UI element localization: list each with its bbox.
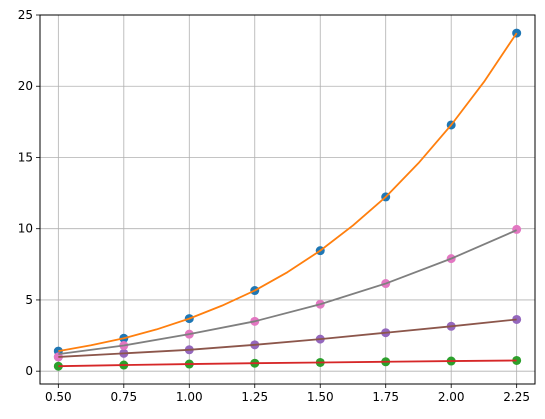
y-tick-label: 15 — [18, 150, 33, 164]
series-line — [58, 32, 518, 352]
plot-frame — [39, 14, 536, 385]
x-axis: 0.50 0.75 1.00 1.25 1.50 1.75 2.00 2.25 — [45, 384, 530, 404]
x-tick-label: 2.00 — [438, 390, 465, 404]
series-line — [58, 359, 517, 368]
x-tick-label: 2.25 — [503, 390, 530, 404]
series-markers — [53, 28, 522, 371]
y-tick-label: 20 — [18, 79, 33, 93]
series-line — [58, 229, 518, 355]
y-axis: 0 5 10 15 20 25 — [18, 8, 40, 378]
y-tick-label: 5 — [25, 293, 33, 307]
x-tick-label: 1.75 — [372, 390, 399, 404]
y-tick-label: 10 — [18, 222, 33, 236]
x-tick-label: 0.50 — [45, 390, 72, 404]
x-tick-label: 0.75 — [110, 390, 137, 404]
x-tick-label: 1.25 — [241, 390, 268, 404]
data-point — [512, 224, 522, 234]
x-tick-label: 1.00 — [176, 390, 203, 404]
y-tick-label: 0 — [25, 364, 33, 378]
x-tick-label: 1.50 — [307, 390, 334, 404]
y-tick-label: 25 — [18, 8, 33, 22]
series-line — [58, 318, 517, 358]
